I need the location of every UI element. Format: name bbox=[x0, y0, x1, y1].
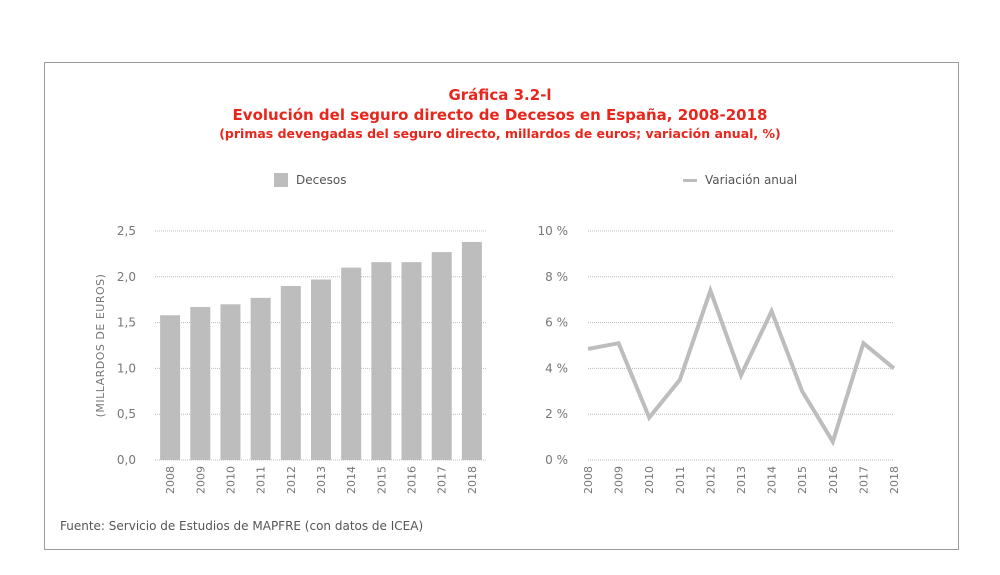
x-tick-label: 2008 bbox=[164, 466, 177, 494]
x-tick-label: 2012 bbox=[285, 466, 298, 494]
y-tick-label: 6 % bbox=[545, 316, 568, 330]
bar bbox=[371, 262, 392, 460]
x-tick-label: 2016 bbox=[406, 466, 419, 494]
legend-decesos: Decesos bbox=[274, 173, 346, 187]
chart-note: (primas devengadas del seguro directo, m… bbox=[219, 126, 781, 141]
chart-subtitle: Evolución del seguro directo de Decesos … bbox=[232, 106, 768, 124]
x-tick-label: 2010 bbox=[224, 466, 237, 494]
bar bbox=[190, 307, 211, 460]
bar bbox=[311, 279, 331, 460]
x-tick-label: 2014 bbox=[766, 466, 779, 494]
y-tick-label: 2,0 bbox=[117, 270, 136, 284]
legend-variacion: Variación anual bbox=[683, 173, 797, 187]
bar bbox=[461, 241, 482, 460]
legend-swatch bbox=[274, 173, 288, 187]
y-tick-label: 10 % bbox=[538, 224, 569, 238]
x-tick-label: 2017 bbox=[857, 466, 870, 494]
y-tick-label: 2 % bbox=[545, 407, 568, 421]
y-tick-label: 8 % bbox=[545, 270, 568, 284]
y-tick-label: 0 % bbox=[545, 453, 568, 467]
x-tick-label: 2010 bbox=[643, 466, 656, 494]
source-note: Fuente: Servicio de Estudios de MAPFRE (… bbox=[60, 519, 424, 533]
x-tick-label: 2009 bbox=[613, 466, 626, 494]
x-tick-label: 2017 bbox=[436, 466, 449, 494]
x-tick-label: 2015 bbox=[375, 466, 388, 494]
bar bbox=[280, 285, 301, 460]
x-tick-label: 2009 bbox=[194, 466, 207, 494]
legend-label: Decesos bbox=[296, 173, 347, 187]
x-tick-label: 2013 bbox=[735, 466, 748, 494]
x-tick-label: 2011 bbox=[674, 466, 687, 494]
series-line bbox=[587, 284, 896, 447]
x-tick-label: 2012 bbox=[704, 466, 717, 494]
x-tick-label: 2015 bbox=[796, 466, 809, 494]
legend-label: Variación anual bbox=[705, 173, 798, 187]
y-tick-label: 0,0 bbox=[117, 453, 136, 467]
bar bbox=[250, 297, 271, 460]
y-tick-label: 1,0 bbox=[117, 361, 136, 375]
y-tick-label: 4 % bbox=[545, 361, 568, 375]
x-tick-label: 2014 bbox=[345, 466, 358, 494]
y-tick-label: 1,5 bbox=[117, 316, 136, 330]
bar bbox=[220, 304, 241, 460]
x-tick-label: 2013 bbox=[315, 466, 328, 494]
y-tick-label: 2,5 bbox=[117, 224, 136, 238]
chart-frame bbox=[44, 62, 959, 550]
chart-title: Gráfica 3.2-l bbox=[448, 86, 552, 104]
x-tick-label: 2016 bbox=[827, 466, 840, 494]
x-tick-label: 2011 bbox=[255, 466, 268, 494]
y-axis-label: (MILLARDOS DE EUROS) bbox=[94, 274, 107, 418]
bar bbox=[160, 315, 181, 460]
x-tick-label: 2018 bbox=[466, 466, 479, 494]
bar bbox=[401, 262, 422, 460]
bar bbox=[431, 252, 452, 460]
legend-line bbox=[683, 178, 697, 182]
y-tick-label: 0,5 bbox=[117, 407, 136, 421]
x-tick-label: 2018 bbox=[888, 466, 901, 494]
bar bbox=[341, 267, 362, 460]
x-tick-label: 2008 bbox=[582, 466, 595, 494]
